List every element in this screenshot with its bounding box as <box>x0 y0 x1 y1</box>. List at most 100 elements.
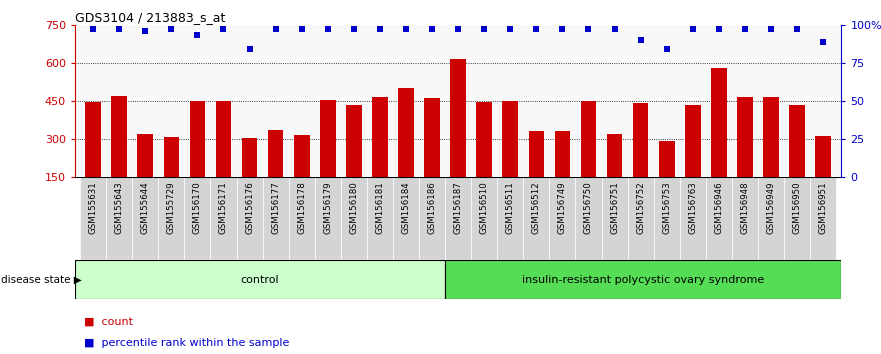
Bar <box>659 142 675 215</box>
Bar <box>529 131 544 215</box>
Point <box>373 27 387 32</box>
Point <box>608 27 622 32</box>
Bar <box>241 138 257 215</box>
Bar <box>789 105 805 215</box>
Text: GSM155644: GSM155644 <box>141 181 150 234</box>
Text: GSM156751: GSM156751 <box>610 181 619 234</box>
Point <box>555 27 569 32</box>
Text: GSM156750: GSM156750 <box>584 181 593 234</box>
Bar <box>732 177 758 260</box>
Point <box>503 27 517 32</box>
Text: GSM156178: GSM156178 <box>297 181 307 234</box>
Text: GSM156179: GSM156179 <box>323 181 332 234</box>
Point <box>633 37 648 43</box>
Point <box>478 27 492 32</box>
Bar <box>236 177 263 260</box>
Bar <box>737 97 752 215</box>
Text: disease state ▶: disease state ▶ <box>1 275 82 285</box>
Text: GSM156170: GSM156170 <box>193 181 202 234</box>
Point <box>712 27 726 32</box>
Text: GSM156176: GSM156176 <box>245 181 254 234</box>
Text: GSM156177: GSM156177 <box>271 181 280 234</box>
Bar <box>575 177 602 260</box>
Bar <box>159 177 184 260</box>
Point <box>529 27 544 32</box>
Bar <box>366 177 393 260</box>
Bar <box>189 101 205 215</box>
Bar <box>784 177 810 260</box>
Bar <box>346 105 362 215</box>
Text: GSM156171: GSM156171 <box>219 181 228 234</box>
Bar <box>502 101 518 215</box>
Bar <box>627 177 654 260</box>
Point <box>581 27 596 32</box>
Point <box>242 46 256 52</box>
Point <box>685 27 700 32</box>
Point <box>816 39 830 44</box>
Bar <box>758 177 784 260</box>
Text: GSM156749: GSM156749 <box>558 181 566 234</box>
Bar <box>341 177 366 260</box>
Bar <box>268 130 284 215</box>
Text: GSM155631: GSM155631 <box>89 181 98 234</box>
Bar <box>294 135 309 215</box>
Point <box>764 27 778 32</box>
Bar <box>523 177 550 260</box>
Point <box>164 27 178 32</box>
Text: GSM156181: GSM156181 <box>375 181 384 234</box>
Text: ■  percentile rank within the sample: ■ percentile rank within the sample <box>84 338 289 348</box>
Text: control: control <box>241 275 279 285</box>
Text: GSM156187: GSM156187 <box>454 181 463 234</box>
Bar <box>75 260 445 299</box>
Text: ■  count: ■ count <box>84 317 133 327</box>
Bar <box>654 177 680 260</box>
Bar <box>184 177 211 260</box>
Point <box>294 27 308 32</box>
Bar <box>320 99 336 215</box>
Point <box>451 27 465 32</box>
Bar <box>164 137 179 215</box>
Bar <box>216 101 232 215</box>
Bar <box>450 59 466 215</box>
Text: GDS3104 / 213883_s_at: GDS3104 / 213883_s_at <box>75 11 226 24</box>
Point <box>138 28 152 34</box>
Bar <box>763 97 779 215</box>
Point <box>790 27 804 32</box>
Text: insulin-resistant polycystic ovary syndrome: insulin-resistant polycystic ovary syndr… <box>522 275 764 285</box>
Bar <box>419 177 445 260</box>
Bar <box>315 177 341 260</box>
Text: GSM156763: GSM156763 <box>688 181 697 234</box>
Point <box>190 33 204 38</box>
Bar <box>554 131 570 215</box>
Text: GSM156186: GSM156186 <box>427 181 437 234</box>
Bar <box>550 177 575 260</box>
Text: GSM156948: GSM156948 <box>740 181 750 234</box>
Bar <box>815 136 831 215</box>
Bar <box>477 102 492 215</box>
Text: GSM156510: GSM156510 <box>479 181 489 234</box>
Text: GSM156950: GSM156950 <box>793 181 802 234</box>
Bar <box>289 177 315 260</box>
Bar <box>633 103 648 215</box>
Bar <box>85 102 101 215</box>
Bar <box>372 97 388 215</box>
Point <box>399 27 413 32</box>
Bar <box>581 101 596 215</box>
Point <box>347 27 361 32</box>
Bar <box>137 134 153 215</box>
Point <box>738 27 752 32</box>
Bar <box>393 177 419 260</box>
Text: GSM156184: GSM156184 <box>402 181 411 234</box>
Text: GSM156511: GSM156511 <box>506 181 515 234</box>
Point <box>321 27 335 32</box>
Text: GSM156946: GSM156946 <box>714 181 723 234</box>
Text: GSM156753: GSM156753 <box>663 181 671 234</box>
Text: GSM156949: GSM156949 <box>766 181 775 234</box>
Point <box>86 27 100 32</box>
Text: GSM156752: GSM156752 <box>636 181 645 234</box>
Bar <box>132 177 159 260</box>
Text: GSM156512: GSM156512 <box>532 181 541 234</box>
Bar <box>810 177 836 260</box>
Text: GSM156951: GSM156951 <box>818 181 827 234</box>
Point <box>112 27 126 32</box>
